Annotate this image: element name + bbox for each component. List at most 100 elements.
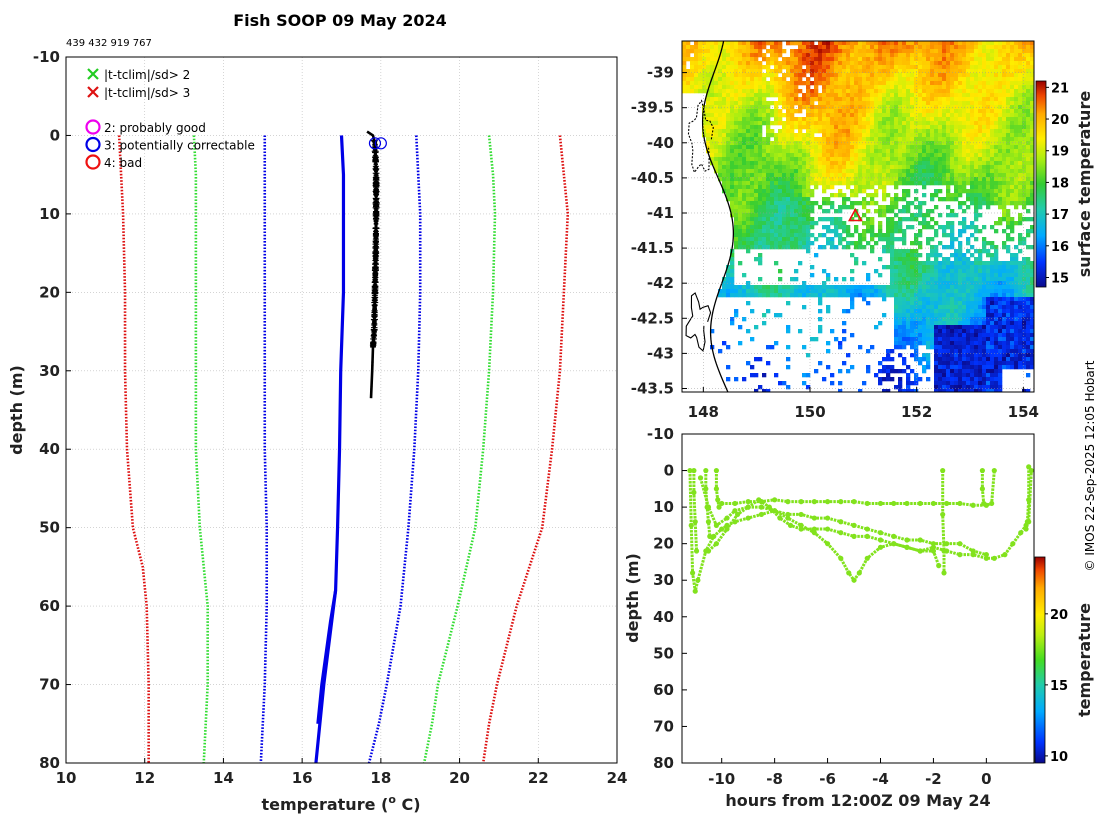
map-pixel (914, 165, 918, 169)
map-pixel (910, 77, 914, 81)
map-pixel (906, 173, 910, 177)
map-pixel (814, 173, 818, 177)
map-pixel (974, 249, 978, 253)
map-pixel (962, 77, 966, 81)
map-pixel (878, 361, 882, 365)
map-pixel (878, 133, 882, 137)
map-pixel (926, 157, 930, 161)
map-pixel (994, 133, 998, 137)
map-pixel (882, 265, 886, 269)
map-pixel (854, 93, 858, 97)
map-pixel (722, 293, 726, 297)
map-pixel (762, 121, 766, 125)
map-pixel (958, 249, 962, 253)
map-pixel (718, 137, 722, 141)
map-pixel (794, 157, 798, 161)
map-pixel (994, 221, 998, 225)
map-pixel (698, 85, 702, 89)
map-pixel (878, 169, 882, 173)
map-pixel (750, 309, 754, 313)
map-pixel (866, 369, 870, 373)
map-pixel (778, 161, 782, 165)
map-pixel (910, 117, 914, 121)
map-pixel (822, 197, 826, 201)
map-pixel (758, 109, 762, 113)
map-pixel (862, 77, 866, 81)
map-pixel (846, 141, 850, 145)
map-pixel (990, 289, 994, 293)
map-pixel (806, 141, 810, 145)
map-pixel (878, 173, 882, 177)
map-pixel (822, 153, 826, 157)
map-pixel (966, 341, 970, 345)
map-pixel (974, 345, 978, 349)
map-pixel (782, 197, 786, 201)
map-pixel (738, 209, 742, 213)
map-pixel (726, 137, 730, 141)
map-pixel (982, 313, 986, 317)
map-pixel (766, 65, 770, 69)
map-pixel (754, 157, 758, 161)
map-pixel (850, 89, 854, 93)
map-pixel (846, 173, 850, 177)
map-pixel (898, 49, 902, 53)
map-pixel (690, 81, 694, 85)
map-pixel (958, 301, 962, 305)
map-pixel (930, 125, 934, 129)
map-pixel (822, 77, 826, 81)
map-pixel (770, 213, 774, 217)
map-pixel (770, 189, 774, 193)
map-pixel (906, 205, 910, 209)
map-pixel (838, 285, 842, 289)
map-pixel (750, 169, 754, 173)
map-pixel (782, 233, 786, 237)
map-pixel (918, 317, 922, 321)
map-pixel (854, 181, 858, 185)
map-pixel (846, 165, 850, 169)
map-pixel (918, 113, 922, 117)
map-pixel (734, 113, 738, 117)
map-pixel (890, 137, 894, 141)
map-pixel (778, 181, 782, 185)
map-pixel (978, 97, 982, 101)
map-pixel (710, 57, 714, 61)
map-pixel (914, 153, 918, 157)
map-pixel (854, 201, 858, 205)
map-pixel (894, 281, 898, 285)
map-pixel (826, 197, 830, 201)
map-pixel (858, 389, 862, 393)
map-pixel (974, 265, 978, 269)
map-pixel (954, 69, 958, 73)
map-pixel (842, 169, 846, 173)
map-pixel (810, 137, 814, 141)
map-pixel (990, 101, 994, 105)
map-pixel (838, 49, 842, 53)
map-pixel (874, 161, 878, 165)
map-pixel (962, 109, 966, 113)
map-pixel (870, 81, 874, 85)
map-pixel (698, 77, 702, 81)
map-pixel (874, 181, 878, 185)
map-pixel (970, 201, 974, 205)
map-pixel (902, 193, 906, 197)
map-pixel (882, 249, 886, 253)
map-pixel (734, 161, 738, 165)
map-pixel (914, 189, 918, 193)
map-pixel (914, 197, 918, 201)
map-pixel (874, 153, 878, 157)
map-pixel (738, 85, 742, 89)
map-pixel (754, 229, 758, 233)
map-pixel (886, 193, 890, 197)
map-pixel (834, 221, 838, 225)
map-pixel (802, 189, 806, 193)
map-pixel (942, 57, 946, 61)
map-pixel (806, 185, 810, 189)
map-pixel (914, 169, 918, 173)
map-pixel (994, 313, 998, 317)
map-pixel (890, 161, 894, 165)
map-pixel (778, 381, 782, 385)
map-pixel (698, 81, 702, 85)
map-pixel (746, 289, 750, 293)
map-pixel (866, 93, 870, 97)
map-pixel (806, 129, 810, 133)
